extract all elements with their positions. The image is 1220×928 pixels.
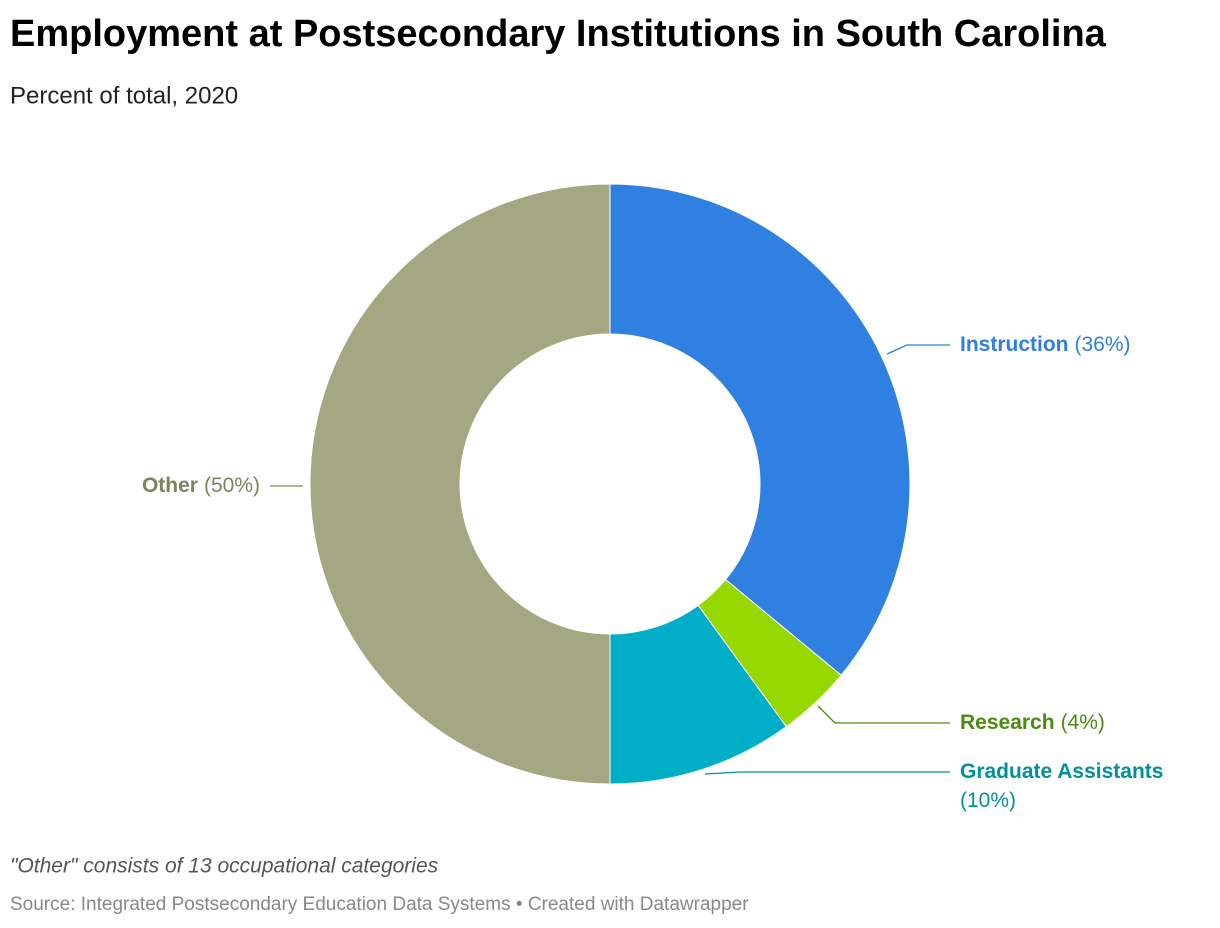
slice-label: Instruction (36%) bbox=[960, 333, 1131, 356]
slice-value-label: (50%) bbox=[204, 474, 260, 497]
leader-line bbox=[817, 705, 950, 724]
leader-line bbox=[886, 344, 950, 355]
chart-note: "Other" consists of 13 occupational cate… bbox=[10, 855, 439, 878]
leader-line bbox=[704, 771, 950, 775]
chart-subtitle: Percent of total, 2020 bbox=[10, 82, 238, 109]
slice-value-label: (10%) bbox=[960, 789, 1016, 812]
chart-title: Employment at Postsecondary Institutions… bbox=[10, 13, 1107, 55]
slice-name: Research bbox=[960, 711, 1055, 734]
slice-value-label: (36%) bbox=[1075, 333, 1131, 356]
donut-slice bbox=[309, 183, 611, 785]
chart-source: Source: Integrated Postsecondary Educati… bbox=[10, 894, 749, 915]
slice-label: Research (4%) bbox=[960, 711, 1105, 734]
slice-label: Graduate Assistants (10%) bbox=[960, 760, 1163, 812]
slice-name: Graduate Assistants bbox=[960, 760, 1163, 783]
slice-name: Instruction bbox=[960, 333, 1069, 356]
slice-label: Other (50%) bbox=[142, 474, 260, 497]
donut-slice bbox=[609, 183, 911, 676]
slice-name: Other bbox=[142, 474, 198, 497]
slice-value-label: (4%) bbox=[1061, 711, 1105, 734]
